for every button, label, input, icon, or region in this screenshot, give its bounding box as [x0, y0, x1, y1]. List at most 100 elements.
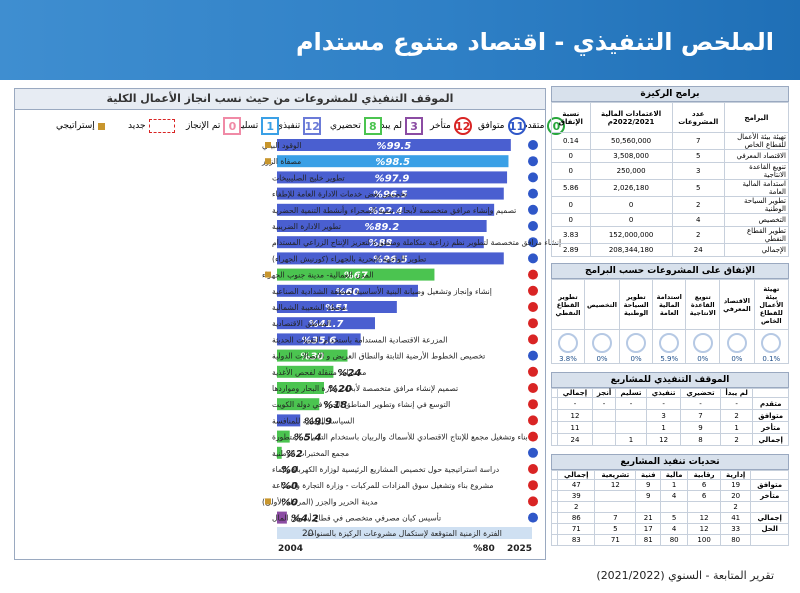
chart-panel: الموقف التنفيذي للمشروعات من حيث نسب انج… [14, 88, 546, 560]
column-header: إجمالي [557, 470, 596, 480]
programs-title: برامج الركيزة [551, 86, 789, 102]
table-cell: تطوير السياحة الوطنية [723, 196, 790, 214]
table-row: 12 3 7 2 متوافق [551, 409, 789, 422]
legend-swatch: 11 [507, 117, 526, 135]
spend-cell: 0% [584, 329, 620, 364]
table-cell: الاقتصاد المعرفي [723, 149, 790, 163]
legend-label: تسليم [236, 121, 259, 131]
legend-label: متقدم [522, 121, 545, 131]
table-cell: 0 [589, 213, 673, 227]
column-header: تطوير القطاع النفطي [550, 279, 586, 330]
table-cell: 2 [557, 501, 596, 513]
legend-item: 1 تسليم [236, 116, 280, 136]
spend-cell: 0% [685, 329, 721, 364]
table-cell [635, 501, 662, 513]
column-header: الاعتمادات المالية 2022/2021م [589, 102, 673, 133]
column-header: تحضيري [680, 388, 721, 398]
legend-item: جديد [128, 116, 175, 136]
table-cell [615, 409, 647, 422]
table-cell: 81 [635, 534, 662, 546]
legend-label: متأخر [430, 121, 451, 131]
table-cell: 19 [719, 479, 752, 491]
table-cell: استدامة المالية العامة [723, 179, 790, 197]
table-cell [591, 433, 617, 446]
table-row: 0 0 4 التخصيص [551, 213, 790, 227]
spend-cell: 5.9% [652, 329, 687, 364]
programs-table: نسبة الإنفاق الاعتمادات المالية 2022/2021… [551, 102, 790, 257]
legend-label: جديد [128, 121, 146, 131]
column-header: إجمالي [556, 388, 593, 398]
table-cell: 83 [557, 534, 596, 546]
table-cell: 1 [645, 421, 682, 434]
legend-item: إستراتيجي [56, 116, 105, 136]
table-cell: 2 [719, 433, 754, 446]
table-cell: 5 [671, 149, 725, 163]
legend-label: لم يبدأ [378, 121, 403, 131]
row-label: متوافق [752, 409, 789, 422]
column-header: فنية [635, 470, 662, 480]
table-cell: 24 [556, 433, 593, 446]
legend-swatch: 12 [303, 117, 322, 135]
table-cell: 6 [687, 479, 721, 491]
exec-status-title: الموقف التنفيذي للمشاريع [551, 372, 789, 388]
column-header: التخصيص [584, 279, 620, 330]
table-cell: 12 [556, 409, 593, 422]
table-row: 83 71 81 80 100 80 [550, 534, 789, 546]
table-cell [591, 409, 617, 422]
table-cell: 3.83 [551, 226, 591, 244]
row-label: إجمالي [752, 433, 789, 446]
table-cell: 20 [719, 490, 752, 502]
spend-value: 0% [697, 354, 709, 363]
table-row: 2.89 208,344,180 24 الإجمالي [551, 243, 790, 257]
row-label: إجمالي [750, 512, 789, 524]
challenges-title: تحديات تنفيذ المشاريع [551, 454, 789, 470]
table-cell: 1 [660, 479, 689, 491]
legend-swatch [148, 119, 175, 133]
column-header: تنفيذي [645, 388, 682, 398]
table-cell: تنويع القاعدة الانتاجية [723, 162, 790, 180]
table-cell: 11 [556, 421, 593, 434]
legend-swatch: 8 [363, 117, 382, 135]
table-cell [594, 501, 637, 513]
table-cell: 80 [719, 534, 752, 546]
table-row: - - - - - - متقدم [551, 397, 789, 410]
legend-swatch: 0 [223, 117, 242, 135]
table-cell: 100 [687, 534, 721, 546]
table-cell: 5 [660, 512, 689, 524]
legend-item: 8 تحضيري [330, 116, 382, 136]
table-cell [550, 534, 559, 546]
table-row: 0.14 50,560,000 7 تهيئة بيئة الأعمال للقطاع… [551, 132, 790, 150]
table-cell: 0 [551, 149, 591, 163]
table-cell: 0 [551, 213, 591, 227]
ring-icon [626, 332, 647, 353]
table-row: 47 12 9 1 6 19 متوافق [550, 479, 789, 491]
legend-label: تم الإنجاز [186, 121, 221, 131]
table-cell: 12 [687, 523, 721, 535]
spend-value: 3.8% [559, 354, 577, 363]
spend-value: 0.1% [762, 354, 781, 363]
table-cell: 9 [635, 490, 662, 502]
table-cell: 71 [594, 534, 637, 546]
table-cell: 12 [594, 479, 637, 491]
table-cell: 250,000 [589, 162, 673, 180]
table-cell: 2 [671, 226, 725, 244]
column-header: تسليم [615, 388, 647, 398]
legend-item: 12 تنفيذي [276, 116, 322, 136]
table-cell: 3 [671, 162, 725, 180]
legend-label: إستراتيجي [56, 121, 95, 131]
table-cell: 7 [680, 409, 721, 422]
column-header: الاقتصاد المعرفي [719, 279, 755, 330]
table-cell: - [556, 397, 593, 410]
column-header: تطوير السياحة الوطنية [618, 279, 654, 330]
table-cell: الإجمالي [723, 243, 790, 257]
table-row: 0 3,508,000 5 الاقتصاد المعرفي [551, 149, 790, 163]
column-header: نسبة الإنفاق [551, 102, 591, 133]
table-cell: 3,508,000 [589, 149, 673, 163]
row-label [750, 501, 789, 513]
ring-icon [761, 332, 782, 353]
table-header: إجمالي أنجز تسليم تنفيذي تحضيري لم يبدأ [551, 388, 789, 398]
table-cell: 152,000,000 [589, 226, 673, 244]
table-cell: 0 [589, 196, 673, 214]
column-header: رقابية [687, 470, 721, 480]
column-header: تنويع القاعدة الانتاجية [685, 279, 721, 330]
